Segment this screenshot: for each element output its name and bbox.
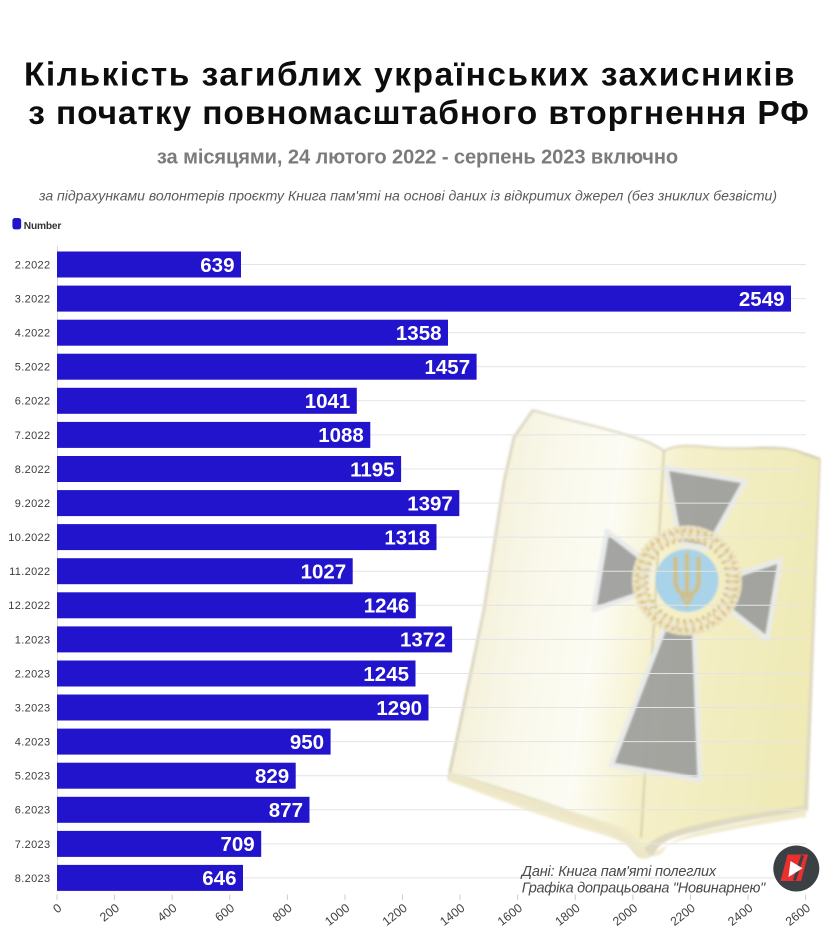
svg-text:8.2023: 8.2023 (15, 873, 51, 885)
svg-text:1358: 1358 (396, 322, 442, 345)
svg-text:за місяцями, 24 лютого 2022 -: за місяцями, 24 лютого 2022 - серпень 20… (157, 147, 678, 169)
svg-text:5.2022: 5.2022 (15, 362, 51, 374)
svg-text:1041: 1041 (305, 390, 351, 413)
svg-text:709: 709 (220, 833, 254, 856)
svg-text:1088: 1088 (318, 424, 364, 447)
svg-text:4.2023: 4.2023 (15, 737, 51, 749)
svg-text:639: 639 (200, 254, 234, 277)
svg-text:з початку повномасштабного вто: з початку повномасштабного вторгнення РФ (28, 95, 809, 132)
svg-text:1245: 1245 (363, 663, 409, 686)
svg-text:950: 950 (290, 731, 324, 754)
svg-text:Кількість загиблих українських: Кількість загиблих українських захисникі… (24, 56, 796, 93)
svg-text:11.2022: 11.2022 (9, 566, 50, 578)
svg-text:Дані: Книга пам'яті полеглих: Дані: Книга пам'яті полеглих (520, 864, 717, 880)
svg-text:1318: 1318 (384, 526, 430, 549)
svg-text:1290: 1290 (376, 697, 422, 720)
svg-text:1397: 1397 (407, 492, 453, 515)
svg-text:7.2022: 7.2022 (15, 430, 51, 442)
svg-text:10.2022: 10.2022 (8, 532, 50, 544)
svg-text:1246: 1246 (364, 595, 410, 618)
svg-text:3.2023: 3.2023 (15, 702, 51, 714)
svg-text:1.2023: 1.2023 (15, 634, 51, 646)
svg-text:7.2023: 7.2023 (15, 839, 51, 851)
svg-text:3.2022: 3.2022 (15, 294, 51, 306)
svg-text:за підрахунками волонтерів про: за підрахунками волонтерів проєкту Книга… (38, 188, 777, 204)
svg-text:6.2023: 6.2023 (15, 805, 51, 817)
svg-text:1027: 1027 (301, 561, 347, 584)
svg-text:646: 646 (202, 867, 236, 890)
svg-text:9.2022: 9.2022 (15, 498, 51, 510)
svg-text:6.2022: 6.2022 (15, 396, 51, 408)
svg-text:1457: 1457 (424, 356, 470, 379)
svg-text:8.2022: 8.2022 (15, 464, 51, 476)
svg-text:2.2023: 2.2023 (15, 668, 51, 680)
svg-text:2.2022: 2.2022 (15, 259, 51, 271)
svg-text:877: 877 (269, 799, 303, 822)
svg-text:1195: 1195 (350, 458, 394, 481)
svg-text:Number: Number (24, 221, 62, 232)
svg-text:12.2022: 12.2022 (8, 600, 50, 612)
svg-text:1372: 1372 (400, 629, 446, 652)
svg-text:2549: 2549 (739, 288, 785, 311)
svg-text:Графіка допрацьована "Новинарн: Графіка допрацьована "Новинарнею" (522, 881, 766, 897)
svg-text:4.2022: 4.2022 (15, 328, 51, 340)
svg-text:829: 829 (255, 765, 289, 788)
svg-text:5.2023: 5.2023 (15, 771, 51, 783)
